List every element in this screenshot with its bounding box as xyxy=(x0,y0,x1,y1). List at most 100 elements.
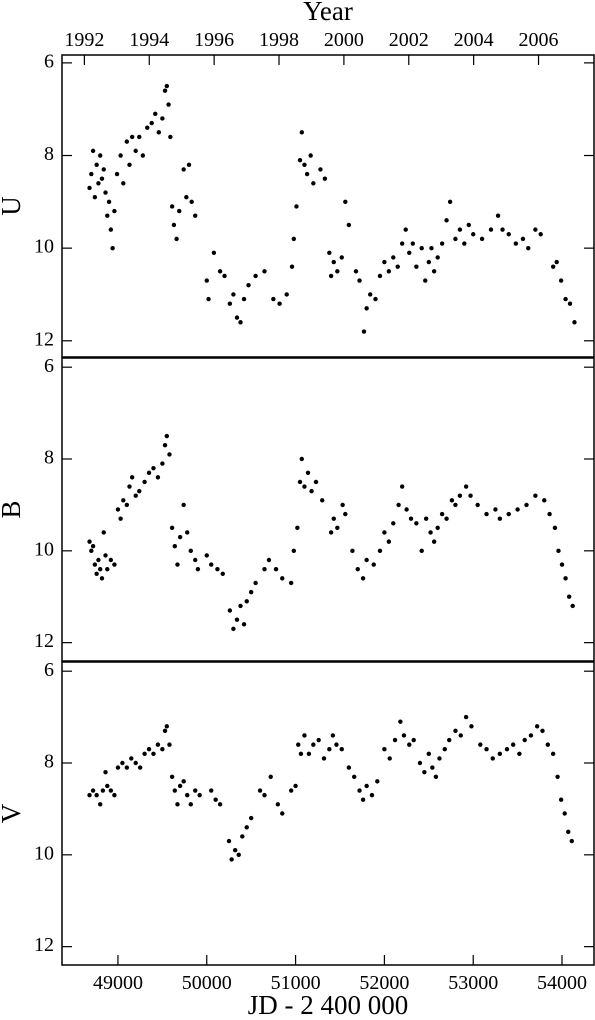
data-point xyxy=(475,502,480,508)
data-point xyxy=(463,714,469,720)
data-point xyxy=(268,774,273,779)
data-point xyxy=(231,292,236,297)
data-point xyxy=(90,544,96,549)
data-point xyxy=(497,751,503,757)
data-point xyxy=(293,783,298,789)
data-point xyxy=(129,134,135,140)
data-point xyxy=(169,774,175,779)
data-point xyxy=(335,269,340,274)
data-point xyxy=(105,566,110,572)
data-point xyxy=(92,562,98,567)
data-point xyxy=(291,548,297,554)
data-point xyxy=(331,516,336,521)
data-point xyxy=(504,747,510,752)
data-point xyxy=(444,516,449,521)
data-point xyxy=(166,102,171,107)
data-point xyxy=(296,742,301,747)
data-point xyxy=(563,576,568,581)
data-point xyxy=(186,162,192,167)
data-point xyxy=(320,498,325,503)
data-point xyxy=(334,742,339,747)
data-point xyxy=(284,292,289,297)
data-point xyxy=(137,134,142,140)
data-point xyxy=(162,88,168,93)
x-tick-label: 54000 xyxy=(537,972,587,994)
data-point xyxy=(160,461,165,466)
data-point xyxy=(327,250,332,255)
data-point xyxy=(430,765,435,770)
y-tick-label: 10 xyxy=(34,538,54,560)
data-point xyxy=(129,756,134,761)
x-tick-label: 51000 xyxy=(271,972,321,994)
data-point xyxy=(262,566,267,572)
data-point xyxy=(244,599,249,604)
data-point xyxy=(478,742,483,747)
data-point xyxy=(204,278,209,283)
plot-frame xyxy=(61,54,595,358)
data-point xyxy=(462,241,467,246)
data-point xyxy=(305,470,311,475)
data-point xyxy=(330,733,336,738)
data-point xyxy=(371,562,376,567)
data-point xyxy=(238,603,243,609)
data-point xyxy=(298,751,304,757)
data-point xyxy=(510,742,516,747)
data-point xyxy=(195,566,201,572)
data-point xyxy=(562,811,567,816)
data-point xyxy=(423,516,429,521)
data-point xyxy=(118,153,123,158)
data-point xyxy=(442,747,447,752)
data-point xyxy=(497,516,503,521)
data-point xyxy=(364,783,369,789)
y-tick-label: 10 xyxy=(34,236,54,258)
data-point xyxy=(94,162,99,167)
data-point xyxy=(386,539,392,544)
data-point xyxy=(520,236,526,242)
data-point xyxy=(275,802,281,807)
data-point xyxy=(528,733,534,738)
data-point xyxy=(87,792,92,798)
data-point xyxy=(558,797,564,802)
data-point xyxy=(145,125,150,130)
data-point xyxy=(280,576,285,581)
data-point xyxy=(484,511,489,517)
data-point xyxy=(331,259,336,265)
data-point xyxy=(97,153,103,158)
data-point xyxy=(124,139,130,144)
data-point xyxy=(572,320,577,325)
data-point xyxy=(398,719,403,724)
data-point xyxy=(538,232,543,237)
data-point xyxy=(280,811,285,816)
data-point xyxy=(458,733,463,738)
x-tick-label: 52000 xyxy=(359,972,409,994)
data-point xyxy=(328,273,334,279)
data-point xyxy=(570,603,575,609)
y-axis-title: U xyxy=(0,196,26,216)
data-point xyxy=(120,760,125,766)
data-point xyxy=(253,273,258,279)
data-point xyxy=(118,516,123,521)
data-point xyxy=(552,525,558,531)
data-point xyxy=(534,724,540,729)
data-point xyxy=(226,838,232,844)
data-point xyxy=(177,534,183,540)
data-point xyxy=(188,548,193,554)
data-point xyxy=(108,227,114,232)
data-point xyxy=(295,525,300,531)
data-point xyxy=(271,296,276,302)
data-point xyxy=(401,733,407,738)
data-point xyxy=(262,792,267,798)
data-point xyxy=(121,498,126,503)
data-point xyxy=(361,329,367,334)
data-point xyxy=(215,566,220,572)
data-point xyxy=(346,765,352,770)
top-tick-label: 2006 xyxy=(519,29,559,51)
data-point xyxy=(311,181,316,186)
data-point xyxy=(506,232,511,237)
data-point xyxy=(181,502,186,508)
data-point xyxy=(108,557,114,563)
data-point xyxy=(193,557,198,563)
data-point xyxy=(167,742,172,747)
data-point xyxy=(97,802,103,807)
data-point xyxy=(108,788,114,793)
